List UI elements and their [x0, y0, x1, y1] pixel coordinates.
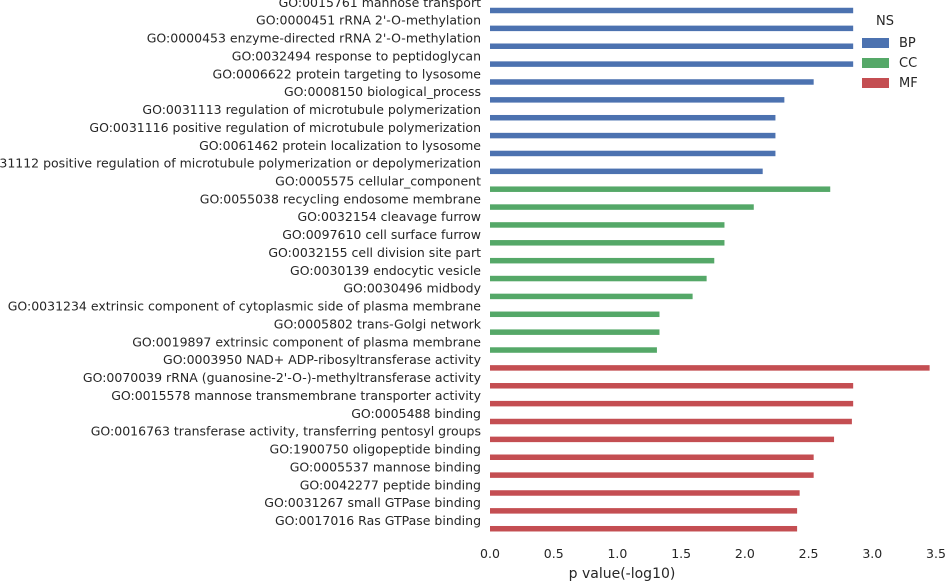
x-tick-label: 1.5: [671, 546, 691, 561]
y-tick-label: GO:0008150 biological_process: [284, 84, 481, 99]
x-tick-label: 0.5: [544, 546, 564, 561]
y-tick-label: GO:0032154 cleavage furrow: [298, 209, 482, 224]
legend-label: BP: [899, 35, 916, 51]
y-tick-label: GO:0017016 Ras GTPase binding: [275, 513, 481, 528]
bars-group: [490, 7, 930, 532]
bar-mf: [490, 418, 852, 425]
bar-mf: [490, 383, 854, 389]
bar-cc: [490, 329, 660, 335]
legend-title: NS: [876, 14, 894, 29]
bar-bp: [490, 168, 763, 175]
y-tick-label: GO:1900750 oligopeptide binding: [270, 442, 481, 457]
bar-bp: [490, 97, 785, 103]
x-tick-label: 3.5: [926, 546, 946, 561]
bar-cc: [490, 275, 707, 282]
bar-bp: [490, 7, 854, 14]
y-tick-label: GO:0006622 protein targeting to lysosome: [213, 66, 482, 81]
bar-mf: [490, 365, 930, 371]
y-tick-label: GO:0030139 endocytic vesicle: [290, 263, 481, 278]
y-tick-label: GO:0000451 rRNA 2'-O-methylation: [256, 13, 481, 28]
bar-mf: [490, 525, 798, 532]
legend-label: MF: [899, 75, 918, 91]
y-tick-label: GO:0030496 midbody: [343, 281, 481, 296]
bar-bp: [490, 79, 814, 85]
x-tick-label: 0.0: [480, 546, 500, 561]
bar-mf: [490, 436, 835, 443]
y-tick-label: GO:0055038 recycling endosome membrane: [200, 191, 482, 206]
x-axis-label: p value(-log10): [569, 566, 676, 582]
y-tick-label: GO:0097610 cell surface furrow: [282, 227, 481, 242]
bar-cc: [490, 311, 660, 318]
y-tick-label: GO:0019897 extrinsic component of plasma…: [132, 334, 481, 349]
bar-cc: [490, 204, 754, 210]
y-tick-label: GO:0005575 cellular_component: [275, 174, 481, 189]
legend-label: CC: [899, 55, 918, 71]
y-tick-label: GO:0016763 transferase activity, transfe…: [91, 424, 481, 439]
y-tick-label: GO:0032155 cell division site part: [268, 245, 481, 260]
bar-cc: [490, 222, 725, 228]
bar-mf: [490, 400, 854, 407]
bar-mf: [490, 508, 798, 514]
y-tick-label: GO:0005802 trans-Golgi network: [274, 316, 482, 331]
y-tick-label: GO:0003950 NAD+ ADP-ribosyltransferase a…: [163, 352, 482, 367]
bar-cc: [490, 257, 715, 264]
bar-cc: [490, 186, 831, 192]
y-tick-label: GO:0005488 binding: [351, 406, 481, 421]
y-tick-label: GO:0005537 mannose binding: [290, 459, 481, 474]
x-tick-label: 2.5: [799, 546, 819, 561]
y-tick-label: GO:0031116 positive regulation of microt…: [89, 120, 481, 135]
legend-item-bp: BP: [862, 33, 948, 53]
y-tick-label: GO:0042277 peptide binding: [300, 477, 481, 492]
bar-bp: [490, 150, 776, 157]
bar-bp: [490, 43, 854, 49]
x-tick-label: 2.0: [735, 546, 755, 561]
x-tick-label: 3.0: [862, 546, 882, 561]
y-tick-label: GO:0015761 mannose transport: [279, 0, 482, 10]
bar-cc: [490, 293, 693, 300]
y-tick-label: GO:0031112 positive regulation of microt…: [0, 156, 481, 171]
legend-items: BP CC MF: [862, 33, 948, 93]
y-tick-label: GO:0031267 small GTPase binding: [264, 495, 481, 510]
x-tick-labels: 0.0 0.5 1.0 1.5 2.0 2.5 3.0 3.5: [480, 546, 946, 561]
y-tick-label: GO:0000453 enzyme-directed rRNA 2'-O-met…: [147, 31, 481, 46]
y-tick-label: GO:0070039 rRNA (guanosine-2'-O-)-methyl…: [83, 370, 482, 385]
bar-mf: [490, 472, 814, 478]
legend: NS BP CC MF: [862, 14, 948, 93]
bar-bp: [490, 25, 854, 32]
y-tick-label: GO:0032494 response to peptidoglycan: [232, 48, 481, 63]
bar-mf: [490, 454, 814, 460]
legend-swatch: [862, 58, 889, 68]
bar-bp: [490, 132, 776, 139]
bar-mf: [490, 490, 800, 496]
legend-swatch: [862, 78, 889, 88]
bar-bp: [490, 61, 854, 67]
y-tick-label: GO:0031234 extrinsic component of cytopl…: [8, 299, 482, 314]
y-tick-label: GO:0015578 mannose transmembrane transpo…: [111, 388, 481, 403]
bar-cc: [490, 347, 657, 353]
legend-swatch: [862, 38, 889, 48]
bar-bp: [490, 114, 776, 121]
y-tick-label: GO:0031113 regulation of microtubule pol…: [142, 102, 481, 117]
y-tick-label: GO:0061462 protein localization to lysos…: [199, 138, 481, 153]
legend-item-mf: MF: [862, 73, 948, 93]
x-tick-label: 1.0: [607, 546, 627, 561]
legend-item-cc: CC: [862, 53, 948, 73]
bar-cc: [490, 240, 725, 246]
y-tick-labels: GO:0015761 mannose transport GO:0000451 r…: [0, 0, 482, 528]
